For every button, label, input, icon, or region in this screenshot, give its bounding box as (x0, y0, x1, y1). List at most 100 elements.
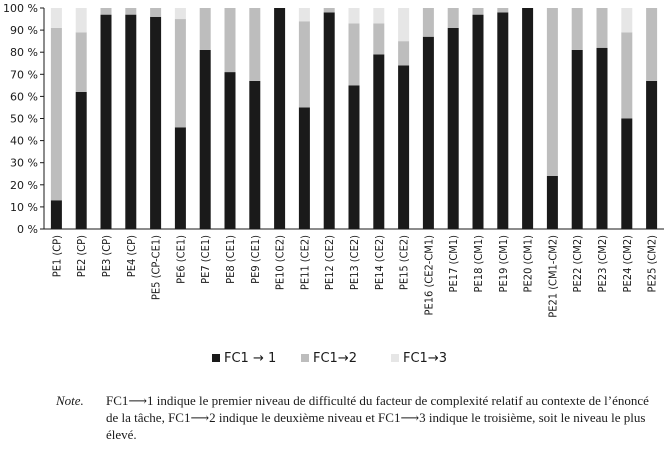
bar-segment-fc1-2 (398, 41, 410, 66)
x-tick-label: PE1 (CP) (50, 235, 63, 277)
bar-segment-fc1-2 (100, 8, 112, 15)
bar-segment-fc1-1 (75, 91, 87, 229)
bar-segment-fc1-2 (199, 8, 211, 50)
x-tick-label: PE3 (CP) (100, 235, 113, 277)
x-tick-label: PE9 (CE1) (249, 235, 262, 284)
x-tick-label: PE12 (CE2) (323, 235, 336, 290)
bar-segment-fc1-1 (621, 118, 633, 229)
bar-segment-fc1-1 (100, 14, 112, 229)
stacked-bar-chart: 0 % 10 % 20 % 30 % 40 % 50 % 60 % 70 % 80 % 90 % 1… (3, 2, 664, 366)
bar-segment-fc1-1 (522, 8, 534, 229)
bar-segment-fc1-3 (398, 8, 410, 42)
y-tick-label: 90 % (10, 24, 38, 37)
x-tick-label: PE7 (CE1) (199, 235, 212, 284)
bar-segment-fc1-3 (348, 8, 360, 24)
y-tick-label: 60 % (10, 90, 38, 103)
bar-segment-fc1-1 (323, 12, 335, 230)
bar-segment-fc1-1 (571, 49, 583, 229)
y-tick-label: 100 % (3, 2, 38, 15)
note-label: Note. (56, 393, 84, 408)
note-text: FC1⟶1 indique le premier niveau de diffi… (106, 393, 649, 442)
bar-segment-fc1-1 (373, 54, 385, 229)
bar-segment-fc1-1 (125, 14, 137, 229)
figure-note: Note. FC1⟶1 indique le premier niveau de… (56, 392, 656, 443)
x-tick-label: PE4 (CP) (125, 235, 138, 277)
x-tick-label: PE20 (CM1) (522, 235, 535, 293)
y-tick-label: 10 % (10, 201, 38, 214)
bar-segment-fc1-1 (646, 80, 658, 230)
bar-segment-fc1-2 (646, 8, 658, 81)
legend-label-fc1-3: FC1→3 (403, 351, 447, 366)
bar-segment-fc1-3 (174, 8, 186, 20)
legend: FC1 → 1 FC1→2 FC1→3 (212, 351, 447, 366)
legend-swatch-fc1-1 (212, 354, 220, 362)
bar-segment-fc1-3 (50, 8, 62, 28)
bar-segment-fc1-1 (274, 8, 286, 229)
bar-segment-fc1-2 (546, 8, 558, 176)
bar-segment-fc1-1 (398, 65, 410, 230)
bar-segment-fc1-3 (373, 8, 385, 24)
bar-segment-fc1-2 (125, 8, 137, 15)
bar-segment-fc1-1 (174, 127, 186, 229)
bar-segment-fc1-1 (224, 72, 236, 229)
bar-segment-fc1-1 (298, 107, 310, 229)
bar-segment-fc1-2 (571, 8, 583, 50)
y-tick-label: 20 % (10, 179, 38, 192)
bars (50, 8, 658, 230)
x-tick-label: PE21 (CM1-CM2) (546, 235, 559, 318)
x-tick-label: PE15 (CE2) (398, 235, 411, 290)
bar-segment-fc1-2 (621, 32, 633, 119)
bar-segment-fc1-2 (224, 8, 236, 73)
x-tick-label: PE17 (CM1) (447, 235, 460, 293)
x-tick-label: PE19 (CM1) (497, 235, 510, 293)
bar-segment-fc1-1 (497, 12, 509, 230)
bar-segment-fc1-1 (422, 36, 434, 230)
bar-segment-fc1-2 (373, 23, 385, 55)
x-tick-label: PE18 (CM1) (472, 235, 485, 293)
bar-segment-fc1-2 (150, 8, 162, 17)
bar-segment-fc1-1 (596, 47, 608, 229)
bar-segment-fc1-3 (621, 8, 633, 33)
x-tick-label: PE25 (CM2) (646, 235, 659, 293)
y-tick-label: 40 % (10, 135, 38, 148)
bar-segment-fc1-2 (447, 8, 459, 28)
bar-segment-fc1-2 (497, 8, 509, 13)
bar-segment-fc1-1 (348, 85, 360, 229)
bar-segment-fc1-2 (298, 21, 310, 108)
y-tick-label: 0 % (17, 223, 38, 236)
y-tick-label: 30 % (10, 157, 38, 170)
bar-segment-fc1-1 (199, 49, 211, 229)
x-tick-label: PE10 (CE2) (274, 235, 287, 290)
bar-segment-fc1-1 (150, 16, 162, 230)
legend-swatch-fc1-3 (391, 354, 399, 362)
y-tick-label: 50 % (10, 113, 38, 126)
x-tick-label: PE6 (CE1) (174, 235, 187, 284)
bar-segment-fc1-3 (298, 8, 310, 22)
bar-segment-fc1-2 (422, 8, 434, 37)
x-axis-labels: PE1 (CP) PE2 (CP) PE3 (CP) PE4 (CP) PE5 (CP-… (50, 235, 658, 318)
x-tick-label: PE24 (CM2) (621, 235, 634, 293)
bar-segment-fc1-2 (323, 8, 335, 13)
x-tick-label: PE8 (CE1) (224, 235, 237, 284)
bar-segment-fc1-1 (546, 175, 558, 229)
bar-segment-fc1-2 (472, 8, 484, 15)
bar-segment-fc1-2 (249, 8, 261, 81)
x-tick-label: PE23 (CM2) (596, 235, 609, 293)
bar-segment-fc1-1 (472, 14, 484, 229)
y-axis: 0 % 10 % 20 % 30 % 40 % 50 % 60 % 70 % 80 % 90 % 1… (3, 2, 664, 236)
x-tick-label: PE14 (CE2) (373, 235, 386, 290)
y-tick-label: 70 % (10, 68, 38, 81)
legend-label-fc1-2: FC1→2 (313, 351, 357, 366)
bar-segment-fc1-2 (174, 19, 186, 128)
bar-segment-fc1-1 (447, 27, 459, 229)
bar-segment-fc1-1 (50, 200, 62, 229)
y-tick-label: 80 % (10, 46, 38, 59)
legend-swatch-fc1-2 (301, 354, 309, 362)
x-tick-label: PE2 (CP) (75, 235, 88, 277)
x-tick-label: PE5 (CP-CE1) (150, 235, 163, 300)
legend-label-fc1-1: FC1 → 1 (224, 351, 276, 366)
x-tick-label: PE11 (CE2) (298, 235, 311, 290)
bar-segment-fc1-1 (249, 80, 261, 230)
x-tick-label: PE13 (CE2) (348, 235, 361, 290)
x-tick-label: PE22 (CM2) (571, 235, 584, 293)
